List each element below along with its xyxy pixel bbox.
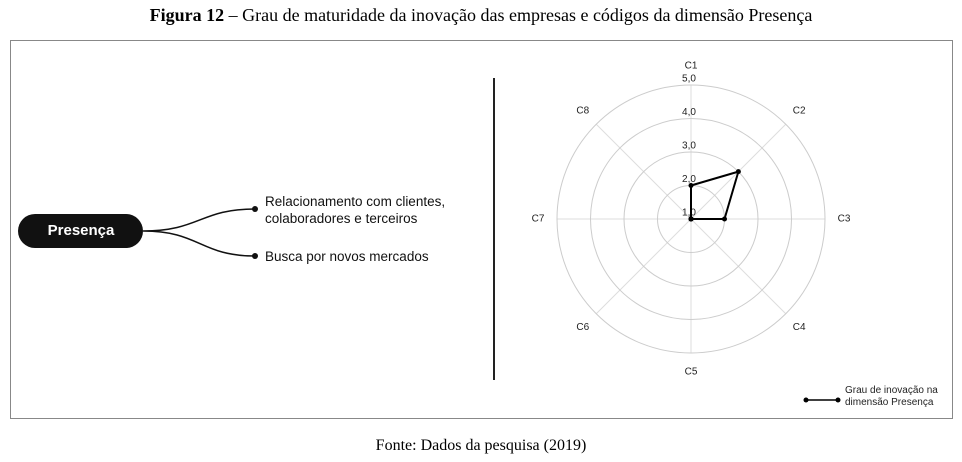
grid-circle (590, 118, 792, 320)
legend-dot (835, 397, 841, 403)
caption-label: Figura 12 (149, 5, 225, 25)
mindmap-branch: Busca por novos mercados (265, 249, 429, 264)
r-tick-label: 3,0 (682, 141, 696, 152)
r-tick-label: 1,0 (682, 208, 696, 219)
grid-circle (556, 84, 826, 354)
grid-circle (623, 151, 759, 287)
radar-point (722, 216, 727, 222)
mindmap-branch: Relacionamento com clientes, colaborador… (265, 194, 446, 226)
category-label: C3 (838, 214, 851, 225)
category-label: C4 (793, 322, 806, 333)
branch-dot (252, 206, 258, 212)
r-tick-label: 2,0 (682, 174, 696, 185)
category-label: C8 (576, 105, 589, 116)
mindmap-connectors (142, 208, 256, 257)
source: Fonte: Dados da pesquisa (2019) (375, 437, 587, 454)
r-tick-label: 4,0 (682, 107, 696, 118)
branch-dot (252, 253, 258, 259)
caption-text: – Grau de maturidade da inovação das emp… (228, 5, 813, 25)
legend-dot (803, 397, 809, 403)
radar-point (688, 183, 694, 188)
category-label: C5 (685, 367, 698, 378)
figure-frame (10, 40, 953, 419)
r-tick-label: 5,0 (682, 74, 696, 85)
category-label: C2 (793, 105, 806, 116)
mindmap-root: Presença (48, 222, 115, 239)
caption: Figura 12 – Grau de maturidade da inovaç… (0, 5, 962, 26)
radar-point (735, 169, 741, 175)
radar-point (688, 216, 694, 222)
category-label: C6 (576, 322, 589, 333)
category-label: C1 (685, 61, 698, 72)
legend-label: Grau de inovação na dimensão Presença (845, 385, 938, 408)
mindmap-root-box (18, 214, 143, 248)
category-label: C7 (532, 214, 545, 225)
